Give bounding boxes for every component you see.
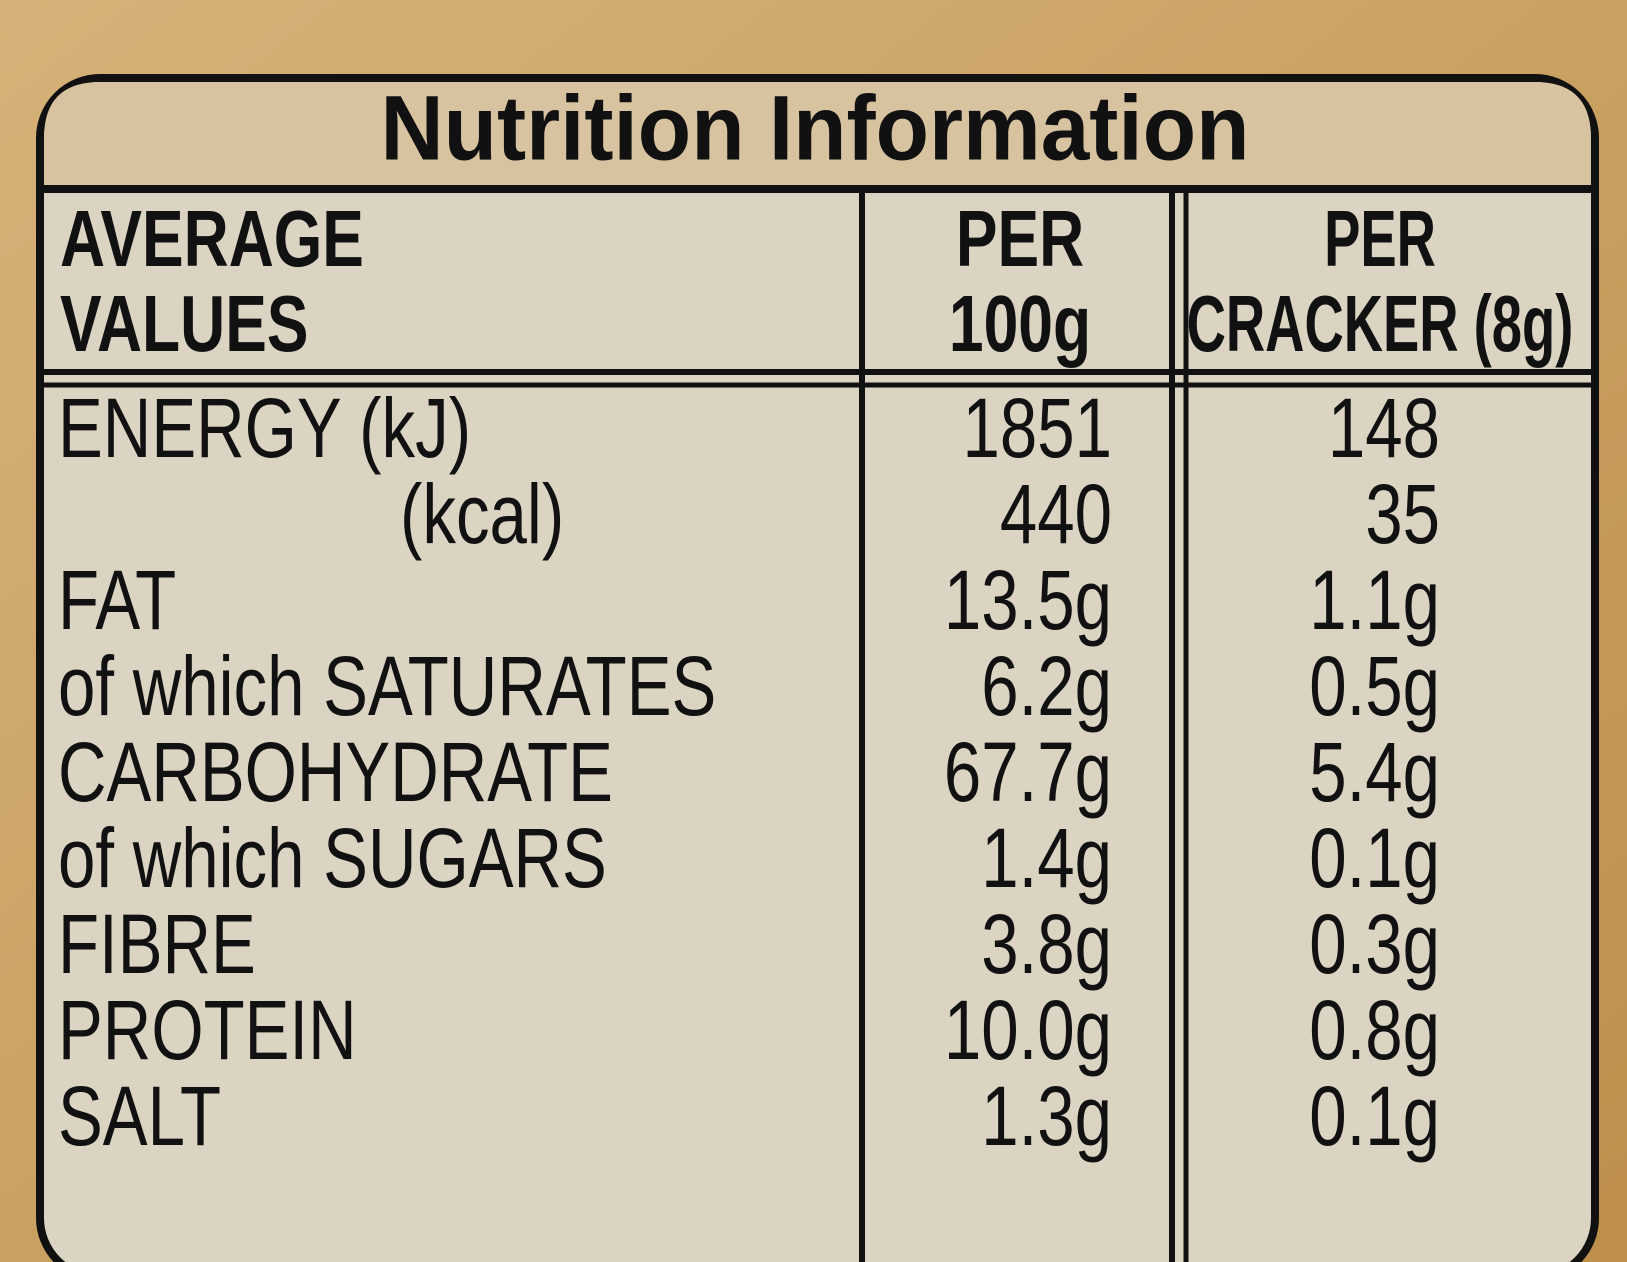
row-label: of which SUGARS bbox=[58, 812, 607, 906]
per-100g: 13.5g bbox=[944, 554, 1112, 648]
per-100g: 1851 bbox=[963, 382, 1112, 476]
row-label: FIBRE bbox=[58, 898, 256, 992]
table-content: Nutrition InformationAVERAGEVALUESPER100… bbox=[58, 77, 1573, 1164]
per-100g: 6.2g bbox=[981, 640, 1112, 734]
row-label: of which SATURATES bbox=[58, 640, 716, 734]
column-header: PER bbox=[1324, 195, 1436, 284]
per-cracker: 0.1g bbox=[1309, 812, 1440, 906]
per-cracker: 35 bbox=[1365, 468, 1440, 562]
per-cracker: 0.1g bbox=[1309, 1070, 1440, 1164]
row-label: FAT bbox=[58, 554, 176, 648]
per-cracker: 0.3g bbox=[1309, 898, 1440, 992]
row-label: SALT bbox=[58, 1070, 221, 1164]
title: Nutrition Information bbox=[381, 77, 1250, 180]
per-cracker: 0.5g bbox=[1309, 640, 1440, 734]
column-header: PER bbox=[956, 195, 1084, 284]
column-header: CRACKER (8g) bbox=[1187, 280, 1574, 369]
row-label: PROTEIN bbox=[58, 984, 357, 1078]
per-cracker: 0.8g bbox=[1309, 984, 1440, 1078]
per-100g: 1.3g bbox=[981, 1070, 1112, 1164]
row-label: CARBOHYDRATE bbox=[58, 726, 613, 820]
per-100g: 3.8g bbox=[981, 898, 1112, 992]
per-100g: 67.7g bbox=[944, 726, 1112, 820]
per-cracker: 1.1g bbox=[1309, 554, 1440, 648]
per-cracker: 148 bbox=[1328, 382, 1440, 476]
title-band bbox=[44, 82, 1591, 185]
per-cracker: 5.4g bbox=[1309, 726, 1440, 820]
column-header: 100g bbox=[949, 280, 1091, 369]
per-100g: 10.0g bbox=[944, 984, 1112, 1078]
row-label: (kcal) bbox=[400, 468, 564, 562]
per-100g: 440 bbox=[1000, 468, 1112, 562]
column-header: VALUES bbox=[60, 280, 308, 369]
per-100g: 1.4g bbox=[981, 812, 1112, 906]
row-label: ENERGY (kJ) bbox=[58, 382, 471, 476]
column-header: AVERAGE bbox=[60, 195, 364, 284]
